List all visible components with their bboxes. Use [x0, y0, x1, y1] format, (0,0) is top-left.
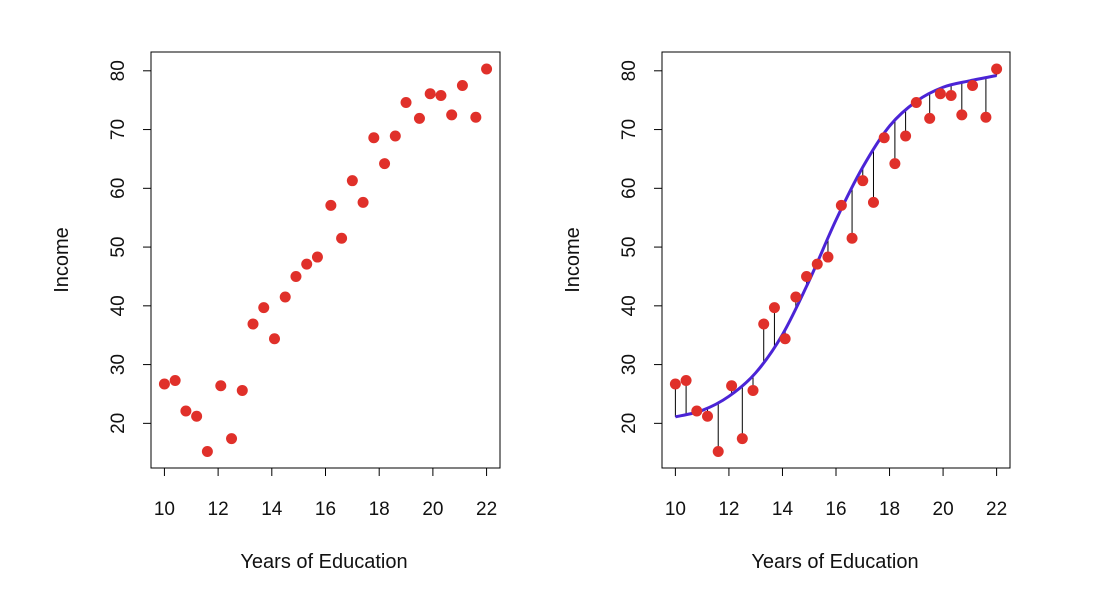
y-tick-label: 20 — [619, 413, 640, 434]
left-x-axis-title: Years of Education — [240, 551, 407, 573]
x-tick-label: 16 — [315, 499, 336, 520]
data-point — [691, 405, 703, 417]
data-point — [822, 251, 834, 263]
data-point — [180, 405, 192, 417]
x-tick-label: 22 — [476, 499, 497, 520]
data-point — [967, 79, 979, 91]
data-point — [336, 232, 348, 244]
y-tick-label: 70 — [108, 119, 129, 140]
data-point — [801, 270, 813, 282]
data-point — [811, 258, 823, 270]
x-tick-label: 22 — [986, 499, 1007, 520]
y-tick-label: 70 — [619, 119, 640, 140]
data-point — [236, 384, 248, 396]
y-tick-label: 40 — [619, 295, 640, 316]
x-tick-label: 16 — [825, 499, 846, 520]
x-tick-label: 10 — [665, 499, 686, 520]
x-tick-label: 10 — [154, 499, 175, 520]
data-point — [867, 196, 879, 208]
data-point — [413, 112, 425, 124]
y-tick-label: 20 — [108, 413, 129, 434]
right-panel-scatter-with-fit: Years of Education Income 10 12 14 16 18 20 22… — [562, 51, 1011, 573]
data-point — [169, 374, 181, 386]
data-point — [301, 258, 313, 270]
x-tick-label: 18 — [369, 499, 390, 520]
data-point — [456, 79, 468, 91]
data-point — [680, 374, 692, 386]
data-point — [201, 446, 213, 458]
data-point — [991, 63, 1003, 75]
data-point — [702, 410, 714, 422]
x-tick-label: 12 — [208, 499, 229, 520]
data-point — [435, 89, 447, 101]
data-point — [446, 109, 458, 121]
y-tick-label: 30 — [108, 354, 129, 375]
data-point — [758, 318, 770, 330]
y-tick-label: 50 — [108, 237, 129, 258]
x-tick-label: 14 — [261, 499, 283, 520]
y-tick-label: 40 — [108, 295, 129, 316]
data-point — [956, 109, 968, 121]
x-tick-label: 18 — [879, 499, 900, 520]
x-tick-label: 20 — [933, 499, 954, 520]
data-point — [400, 97, 412, 109]
data-point — [290, 270, 302, 282]
data-point — [980, 111, 992, 123]
y-tick-label: 60 — [108, 178, 129, 199]
left-panel-scatter: Years of Education Income 10 12 14 16 18 20 22… — [51, 51, 501, 573]
data-point — [889, 158, 901, 170]
data-point — [279, 291, 291, 303]
data-point — [712, 446, 724, 458]
data-point — [934, 88, 946, 100]
x-tick-label: 12 — [718, 499, 739, 520]
data-point — [258, 302, 270, 314]
data-point — [357, 196, 369, 208]
data-point — [669, 378, 681, 390]
data-point — [736, 433, 748, 445]
data-point — [389, 130, 401, 142]
data-point — [747, 384, 759, 396]
fitted-curve — [675, 74, 997, 419]
y-tick-label: 30 — [619, 354, 640, 375]
right-x-axis-title: Years of Education — [751, 551, 918, 573]
data-point — [368, 132, 380, 144]
data-point — [470, 111, 482, 123]
data-point — [878, 132, 890, 144]
data-point — [846, 232, 858, 244]
data-point — [768, 302, 780, 314]
data-point — [790, 291, 802, 303]
data-point — [779, 333, 791, 345]
data-point — [268, 333, 280, 345]
y-tick-label: 60 — [619, 178, 640, 199]
data-point — [481, 63, 493, 75]
data-point — [424, 88, 436, 100]
right-y-axis-title: Income — [562, 227, 584, 293]
data-point — [247, 318, 259, 330]
left-y-axis-title: Income — [51, 227, 73, 293]
data-point — [325, 199, 337, 211]
y-tick-label: 50 — [619, 237, 640, 258]
x-tick-label: 20 — [422, 499, 443, 520]
data-point — [945, 89, 957, 101]
data-point — [226, 433, 238, 445]
x-tick-label: 14 — [772, 499, 794, 520]
y-tick-label: 80 — [619, 60, 640, 81]
data-point — [215, 380, 227, 392]
data-point — [857, 175, 869, 187]
data-point — [158, 378, 170, 390]
data-point — [726, 380, 738, 392]
data-point — [311, 251, 323, 263]
data-point — [346, 175, 358, 187]
data-point — [910, 97, 922, 109]
data-point — [835, 199, 847, 211]
y-tick-label: 80 — [108, 60, 129, 81]
data-point — [924, 112, 936, 124]
data-point — [191, 410, 203, 422]
data-point — [900, 130, 912, 142]
data-point — [379, 158, 391, 170]
